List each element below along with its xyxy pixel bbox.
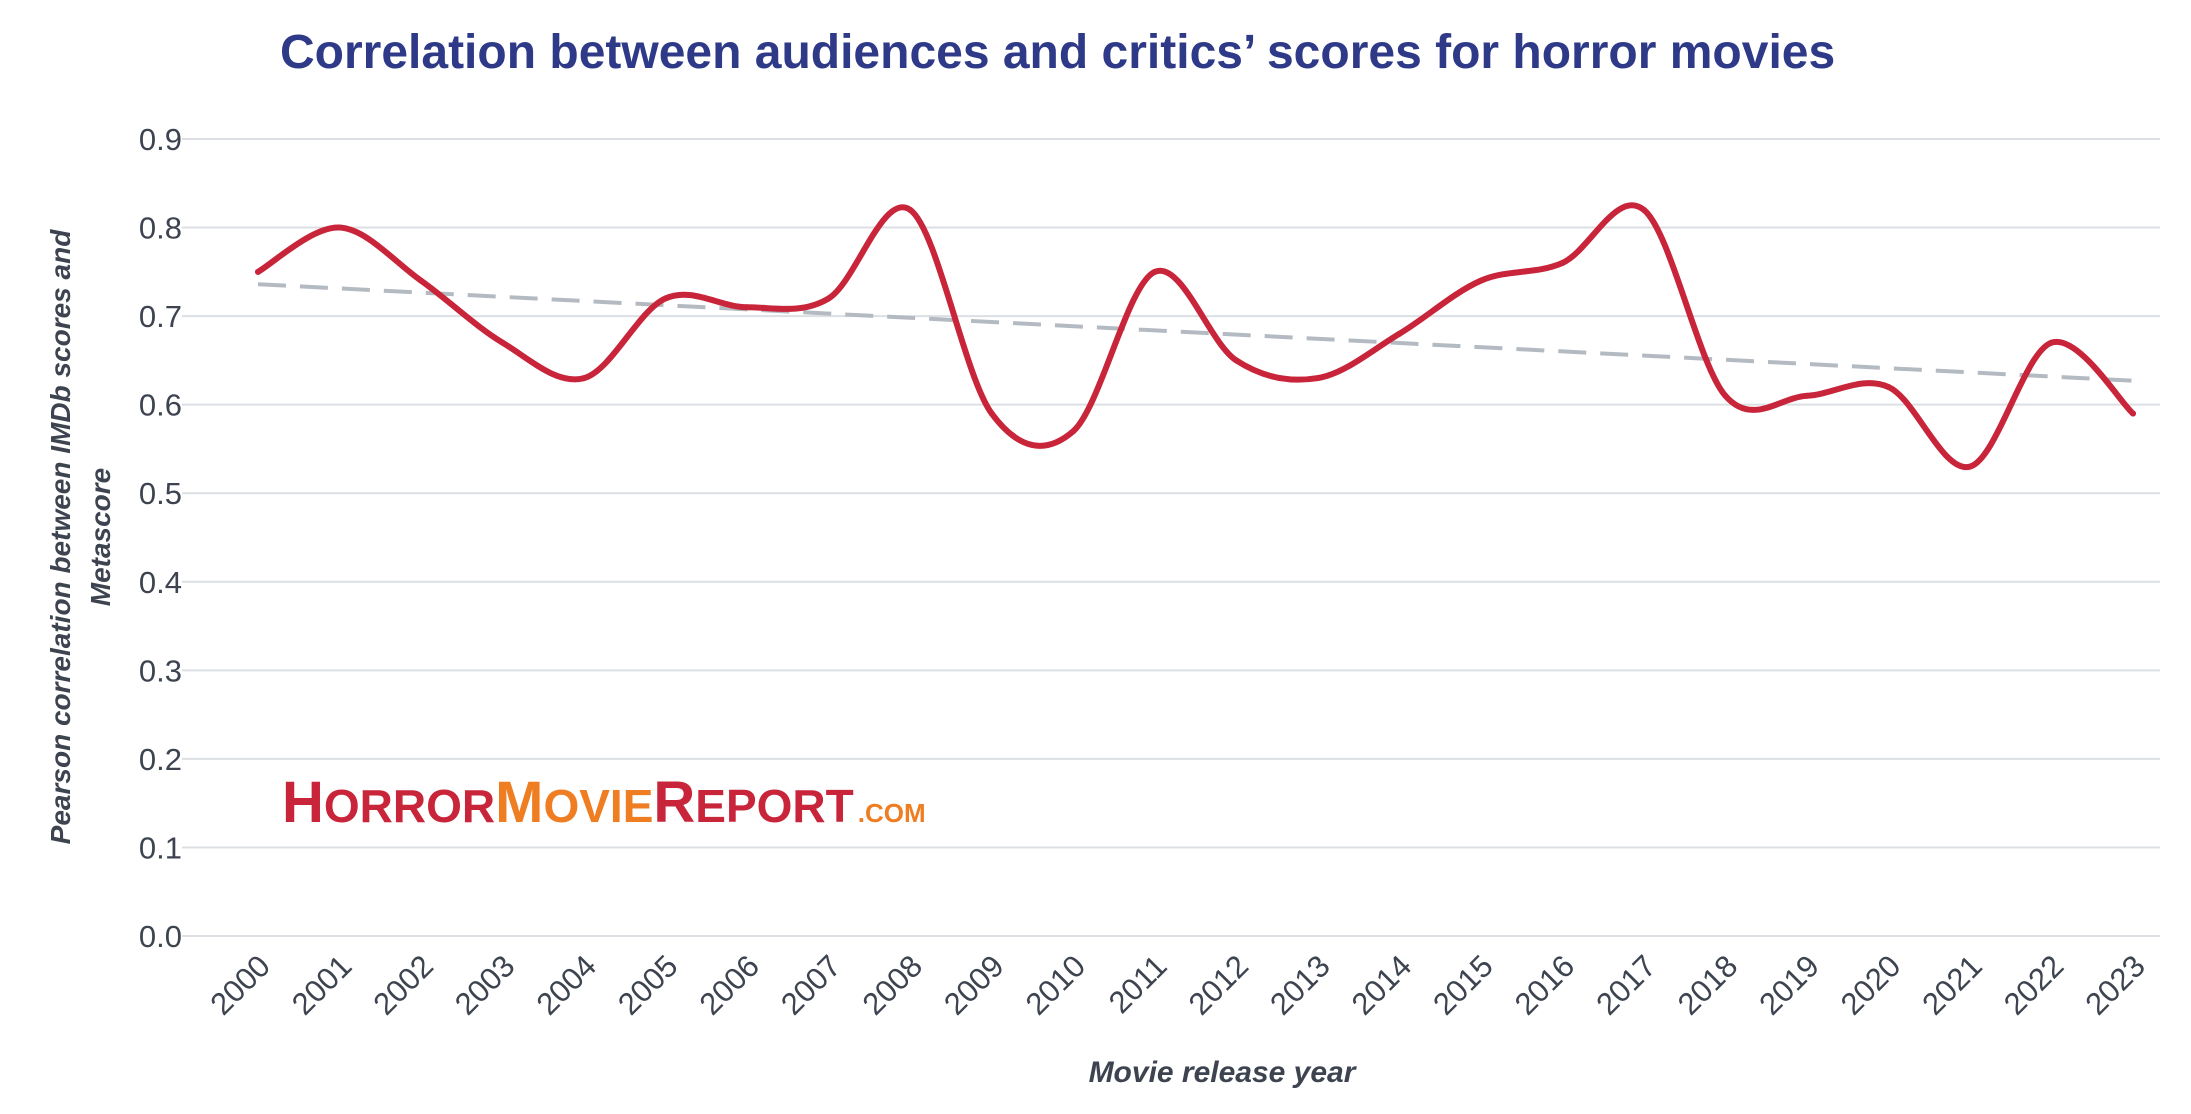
y-tick-label: 0.3 — [139, 653, 182, 688]
x-tick-label: 2000 — [203, 948, 277, 1022]
data-point — [825, 295, 832, 302]
data-point — [581, 375, 588, 382]
y-axis-label-line-1: Pearson correlation between IMDb scores … — [45, 229, 76, 845]
data-point — [255, 268, 261, 275]
gridlines — [182, 138, 2160, 937]
x-tick-label: 2017 — [1589, 948, 1663, 1022]
data-point — [1477, 277, 1484, 284]
y-tick-label: 0.6 — [139, 388, 182, 423]
logo-suffix: .COM — [858, 798, 926, 828]
logo-word: OVIE — [543, 780, 653, 832]
x-axis-ticks: 2000 2001 2002 2003 2004 2005 2006 2007 2008 2009… — [203, 948, 2152, 1022]
data-point — [1151, 268, 1158, 275]
logo-initial: M — [495, 770, 543, 835]
x-tick-label: 2012 — [1182, 948, 1256, 1022]
y-tick-label: 0.7 — [139, 299, 182, 334]
y-tick-label: 0.2 — [139, 742, 182, 777]
y-tick-label: 0.1 — [139, 830, 182, 865]
y-tick-label: 0.8 — [139, 211, 182, 246]
logo-word: ORROR — [324, 780, 495, 832]
x-tick-label: 2002 — [366, 948, 440, 1022]
data-point — [662, 295, 669, 302]
chart-title: Correlation between audiences and critic… — [280, 26, 1835, 79]
x-tick-label: 2018 — [1671, 948, 1745, 1022]
x-tick-label: 2023 — [2078, 948, 2152, 1022]
x-tick-label: 2008 — [856, 948, 930, 1022]
x-tick-label: 2009 — [937, 948, 1011, 1022]
horrormoviereport-logo: HORRORMOVIEREPORT .COM — [282, 770, 926, 835]
data-point — [2130, 410, 2136, 417]
x-tick-label: 2013 — [1263, 948, 1337, 1022]
x-tick-label: 2022 — [1997, 948, 2071, 1022]
data-point — [1722, 392, 1729, 399]
x-tick-label: 2007 — [774, 948, 848, 1022]
logo-initial: H — [282, 770, 324, 835]
x-tick-label: 2004 — [530, 948, 604, 1022]
data-point — [499, 339, 506, 346]
data-point — [1803, 392, 1810, 399]
y-axis-label-line-2: Metascore — [85, 468, 116, 607]
data-point — [744, 304, 751, 311]
x-tick-label: 2019 — [1752, 948, 1826, 1022]
x-tick-label: 2016 — [1508, 948, 1582, 1022]
x-tick-label: 2011 — [1102, 948, 1174, 1020]
trendline — [257, 282, 2134, 383]
logo-text: HORRORMOVIEREPORT .COM — [282, 770, 926, 835]
data-point — [1396, 330, 1403, 337]
data-point — [1314, 375, 1321, 382]
logo-initial: R — [653, 770, 695, 835]
data-point — [1070, 428, 1077, 435]
y-axis-ticks: 0.0 0.1 0.2 0.3 0.4 0.5 0.6 0.7 0.8 0.9 — [139, 122, 182, 954]
data-point — [1233, 357, 1240, 364]
x-tick-label: 2006 — [693, 948, 767, 1022]
y-tick-label: 0.4 — [139, 565, 182, 600]
series-layer — [255, 202, 2136, 470]
x-tick-label: 2021 — [1915, 948, 1989, 1022]
series-line — [255, 202, 2136, 470]
x-tick-label: 2020 — [1834, 948, 1908, 1022]
data-point — [336, 224, 343, 231]
x-tick-label: 2001 — [285, 948, 359, 1022]
y-tick-label: 0.5 — [139, 476, 182, 511]
data-point — [1966, 463, 1973, 470]
data-point — [1559, 259, 1566, 266]
logo-word: EPORT — [695, 780, 853, 832]
data-point — [1640, 206, 1647, 213]
x-tick-label: 2015 — [1426, 948, 1500, 1022]
y-tick-label: 0.9 — [139, 122, 182, 157]
x-tick-label: 2010 — [1019, 948, 1093, 1022]
x-tick-label: 2003 — [448, 948, 522, 1022]
data-point — [2048, 339, 2055, 346]
x-tick-label: 2014 — [1345, 948, 1419, 1022]
x-axis-label: Movie release year — [1089, 1056, 1358, 1089]
data-point — [907, 206, 914, 213]
y-tick-label: 0.0 — [139, 919, 182, 954]
data-point — [988, 410, 995, 417]
data-point — [1885, 383, 1892, 390]
data-point — [418, 277, 425, 284]
x-tick-label: 2005 — [611, 948, 685, 1022]
